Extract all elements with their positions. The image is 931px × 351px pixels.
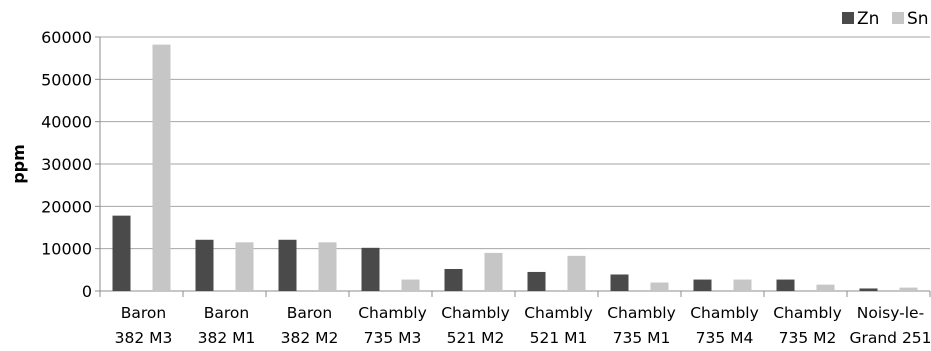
bar-zn [278, 239, 297, 291]
legend-swatch-zn [842, 12, 854, 24]
bar-sn [235, 242, 254, 291]
bar-sn [318, 242, 337, 291]
bars [112, 44, 918, 292]
x-category-label: 382 M3 [115, 329, 173, 347]
x-category-label: 521 M1 [530, 329, 588, 347]
y-tick-labels: 0 10000 20000 30000 40000 50000 60000 [41, 28, 92, 301]
legend: Zn Sn [842, 9, 929, 29]
x-category-label: Chambly [690, 304, 759, 322]
bar-sn [899, 287, 918, 291]
bar-zn [195, 239, 214, 291]
y-tick-label: 0 [82, 282, 92, 301]
x-category-label: Baron [121, 304, 166, 322]
x-category-label: 382 M1 [198, 329, 256, 347]
bar-sn [567, 255, 586, 291]
x-category-labels: Baron 382 M3 Baron 382 M1 Baron 382 M2 Chambly… [115, 304, 931, 347]
x-category-label: 735 M3 [364, 329, 422, 347]
bar-zn [610, 274, 629, 291]
x-category-label: 735 M1 [613, 329, 671, 347]
y-tick-label: 40000 [41, 113, 92, 132]
x-category-label: Chambly [607, 304, 676, 322]
x-category-label: Chambly [441, 304, 510, 322]
x-category-label: Chambly [773, 304, 842, 322]
legend-label-sn: Sn [907, 9, 929, 29]
y-tick-label: 20000 [41, 197, 92, 216]
x-category-label: 735 M4 [696, 329, 754, 347]
y-tick-label: 60000 [41, 28, 92, 47]
legend-label-zn: Zn [857, 9, 879, 29]
x-category-label: Grand 251 [849, 329, 931, 347]
x-category-label: Chambly [524, 304, 593, 322]
bar-zn [112, 215, 131, 291]
bar-sn [650, 282, 669, 291]
bar-sn [733, 279, 752, 291]
bar-sn [484, 252, 503, 291]
y-tick-label: 10000 [41, 240, 92, 259]
bar-zn [693, 279, 712, 291]
x-category-label: Noisy-le- [857, 304, 924, 322]
bar-sn [152, 44, 171, 292]
bar-zn [444, 268, 463, 291]
x-category-label: Baron [287, 304, 332, 322]
legend-swatch-sn [892, 12, 904, 24]
bar-zn [361, 247, 380, 291]
y-tick-label: 50000 [41, 70, 92, 89]
x-category-label: 382 M2 [281, 329, 339, 347]
x-category-label: 735 M2 [779, 329, 837, 347]
x-category-label: 521 M2 [447, 329, 505, 347]
bar-sn [401, 279, 420, 291]
bar-sn [816, 284, 835, 291]
axes [95, 36, 931, 297]
x-category-label: Chambly [358, 304, 427, 322]
bar-zn [859, 288, 878, 291]
x-category-label: Baron [204, 304, 249, 322]
bar-zn [527, 271, 546, 291]
y-axis-title: ppm [9, 144, 28, 184]
y-tick-label: 30000 [41, 155, 92, 174]
bar-zn [776, 279, 795, 291]
gridlines [100, 36, 930, 250]
